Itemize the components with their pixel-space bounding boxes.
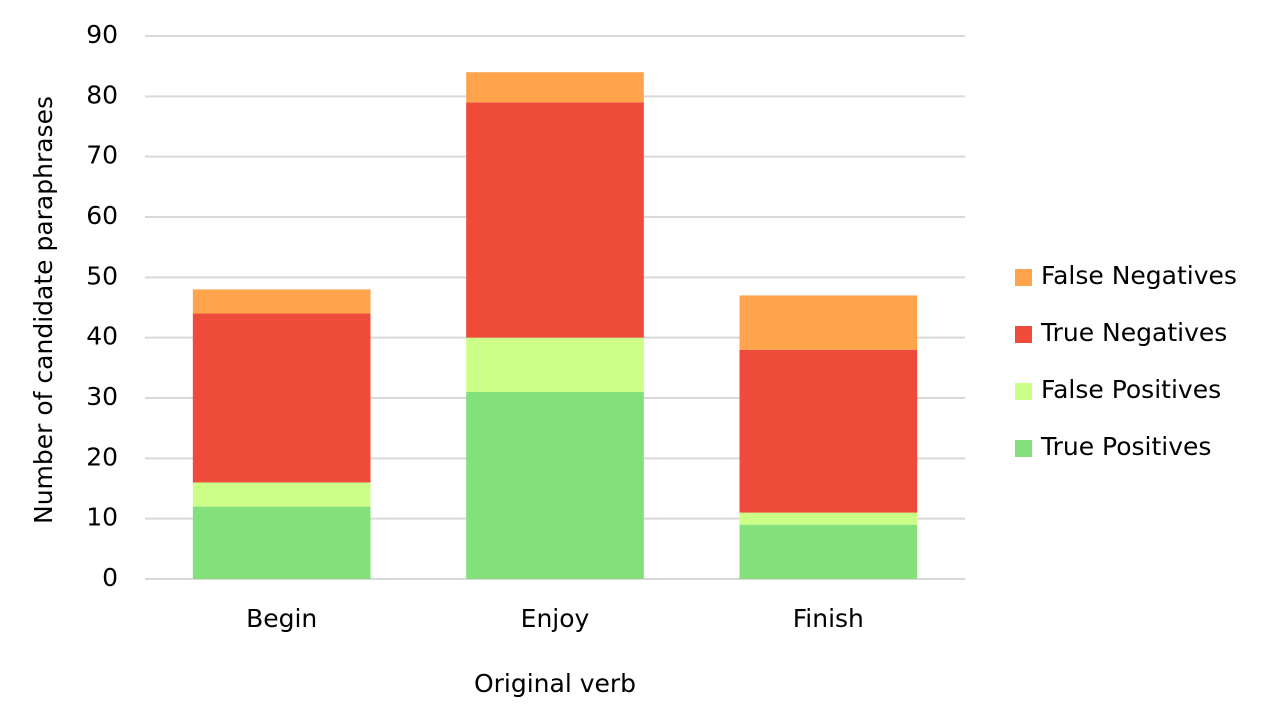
bar-segment — [466, 72, 644, 103]
legend-swatch — [1015, 326, 1032, 343]
y-tick-label: 50 — [86, 261, 118, 290]
y-axis-label: Number of candidate paraphrases — [29, 96, 58, 524]
legend-swatch — [1015, 269, 1032, 286]
bar-segment — [466, 337, 644, 392]
bar-segment — [739, 295, 918, 350]
y-tick-label: 30 — [86, 382, 118, 411]
legend-swatch — [1015, 440, 1032, 457]
y-tick-label: 20 — [86, 442, 118, 471]
bar-segment — [192, 289, 371, 314]
legend-swatch — [1015, 383, 1032, 400]
bar-segment — [192, 506, 371, 579]
y-tick-label: 10 — [86, 503, 118, 532]
bar-segment — [192, 482, 371, 507]
y-tick-label: 80 — [86, 80, 118, 109]
y-tick-label: 0 — [102, 563, 118, 592]
bar-segment — [739, 349, 918, 513]
y-tick-label: 60 — [86, 201, 118, 230]
y-tick-label: 40 — [86, 322, 118, 351]
bar-segment — [466, 102, 644, 338]
x-tick-label: Finish — [793, 604, 864, 633]
bar-segment — [739, 512, 918, 525]
x-tick-label: Enjoy — [521, 604, 590, 633]
y-tick-label: 70 — [86, 141, 118, 170]
bar-segment — [739, 524, 918, 579]
x-axis-label: Original verb — [474, 669, 636, 698]
legend-label: False Positives — [1041, 375, 1221, 404]
bar-segment — [192, 313, 371, 483]
legend-label: True Negatives — [1040, 318, 1227, 347]
y-tick-label: 90 — [86, 20, 118, 49]
legend-label: False Negatives — [1041, 261, 1237, 290]
bar-segment — [466, 391, 644, 579]
legend-label: True Positives — [1040, 432, 1211, 461]
x-tick-label: Begin — [246, 604, 317, 633]
